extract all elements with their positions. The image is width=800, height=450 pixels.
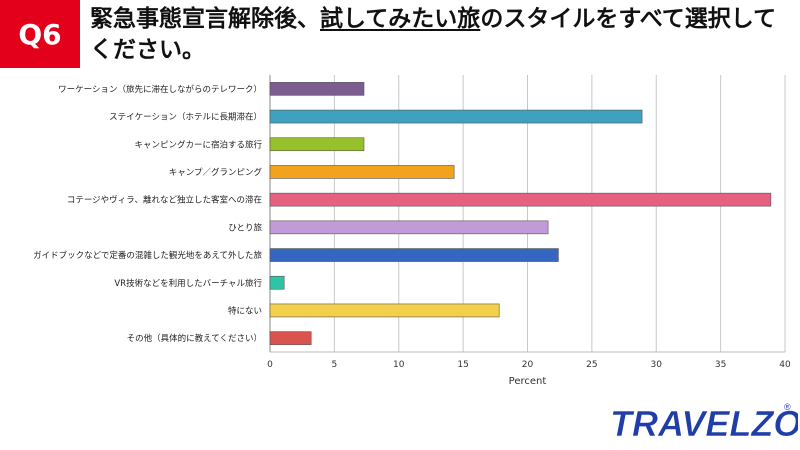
travelzoo-logo: TRAVELZOO ® [610,402,798,444]
x-tick-label: 15 [457,360,468,370]
logo-registered-mark: ® [784,402,791,412]
category-label: キャンプ／グランピング [169,167,263,178]
question-title: 緊急事態宣言解除後、試してみたい旅のスタイルをすべて選択してください。 [90,4,795,66]
bar [269,165,455,179]
x-tick-label: 0 [267,360,273,370]
x-tick-label: 5 [332,360,338,370]
x-tick-label: 25 [586,360,597,370]
title-part-1: 緊急事態宣言解除後、 [90,6,320,32]
category-label: 特にない [228,305,262,316]
bar [269,137,365,152]
bar [269,192,772,207]
bar [269,109,643,124]
x-tick-label: 40 [779,360,791,370]
category-label: その他（具体的に教えてください） [127,333,262,344]
bar [269,303,500,318]
logo-text: TRAVELZOO [610,403,798,444]
x-tick-label: 35 [715,360,726,370]
bar [269,82,365,96]
category-label: ひとり旅 [228,222,262,233]
category-label: キャンピングカーに宿泊する旅行 [134,139,262,150]
bar [269,220,549,235]
x-tick-label: 10 [393,360,405,370]
category-label: ワーケーション（旅先に滞在しながらのテレワーク） [58,84,262,95]
category-label: ガイドブックなどで定番の混雑した観光地をあえて外した旅 [33,250,262,261]
bar [269,248,559,262]
question-number-badge: Q6 [0,0,80,68]
title-underlined: 試してみたい旅 [320,6,481,32]
x-tick-label: 20 [522,360,534,370]
x-tick-label: 30 [651,360,663,370]
x-axis-label: Percent [509,376,547,387]
bar [269,331,312,345]
category-label: ステイケーション（ホテルに長期滞在） [109,112,262,123]
category-label: コテージやヴィラ、離れなど独立した客室への滞在 [67,195,262,206]
title-part-2: のスタイルをすべて選択してください。 [90,6,777,63]
category-label: VR技術などを利用したバーチャル旅行 [114,278,262,289]
bar [269,275,285,290]
